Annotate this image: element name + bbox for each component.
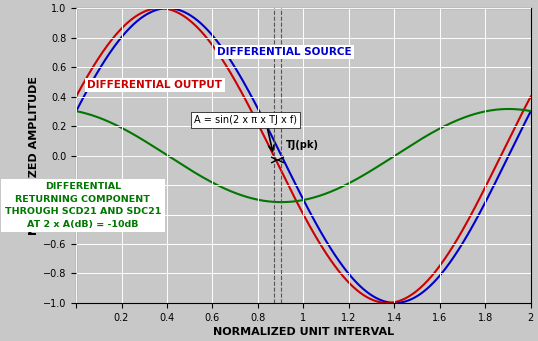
Text: DIFFERENTIAL SOURCE: DIFFERENTIAL SOURCE: [217, 47, 352, 57]
Text: A = sin(2 x π x TJ x f): A = sin(2 x π x TJ x f): [194, 115, 298, 125]
Y-axis label: NORMALIZED AMPLITUDE: NORMALIZED AMPLITUDE: [29, 76, 39, 235]
Text: DIFFERENTIAL OUTPUT: DIFFERENTIAL OUTPUT: [88, 80, 223, 90]
Text: TJ(pk): TJ(pk): [286, 140, 319, 150]
X-axis label: NORMALIZED UNIT INTERVAL: NORMALIZED UNIT INTERVAL: [213, 327, 394, 337]
Text: DIFFERENTIAL
RETURNING COMPONENT
THROUGH SCD21 AND SDC21
AT 2 x A(dB) = -10dB: DIFFERENTIAL RETURNING COMPONENT THROUGH…: [5, 182, 161, 229]
